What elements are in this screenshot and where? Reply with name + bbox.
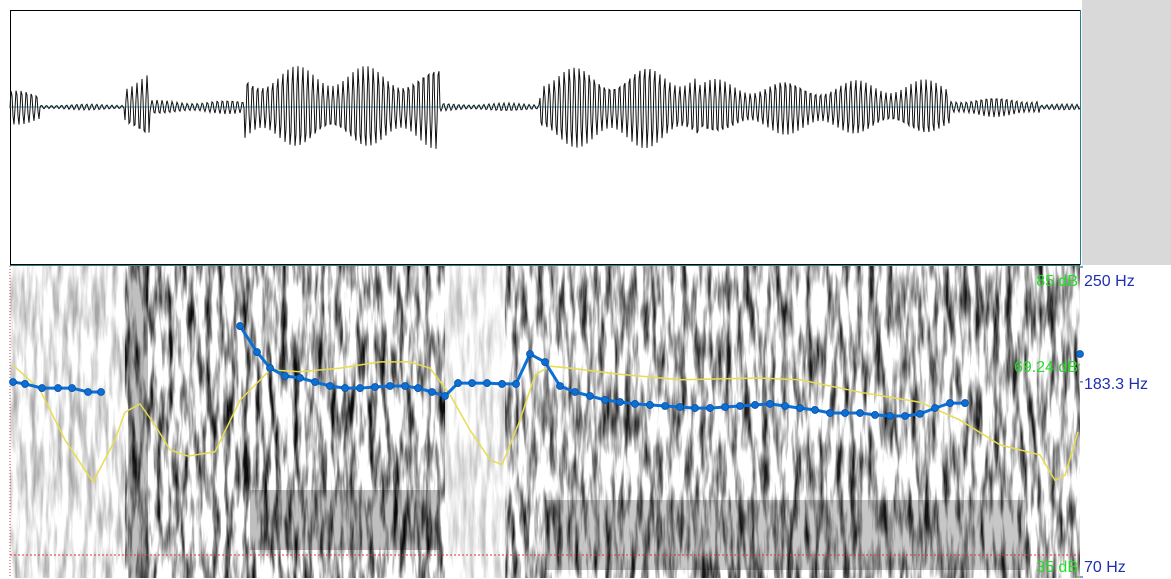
pitch-point <box>886 412 894 420</box>
pitch-point <box>428 388 436 396</box>
pitch-point <box>401 382 409 390</box>
spectrogram-texture <box>505 266 1080 578</box>
pitch-point <box>281 372 289 380</box>
pitch-point <box>483 379 491 387</box>
pitch-point <box>676 403 684 411</box>
pitch-point <box>661 402 669 410</box>
pitch-point <box>236 322 244 330</box>
pitch-point <box>512 380 520 388</box>
pitch-point <box>826 409 834 417</box>
pitch-point <box>9 378 17 386</box>
pitch-point <box>616 398 624 406</box>
pitch-point <box>21 380 29 388</box>
pitch-point <box>901 412 909 420</box>
y-tick-label: 183.3 Hz <box>1084 376 1148 393</box>
pitch-point <box>253 348 261 356</box>
pitch-point <box>766 400 774 408</box>
pitch-point <box>931 404 939 412</box>
pitch-point <box>586 392 594 400</box>
waveform <box>9 66 1081 149</box>
formant-band <box>250 490 440 550</box>
pitch-point <box>556 382 564 390</box>
pitch-point <box>97 388 105 396</box>
pitch-point <box>311 378 319 386</box>
pitch-point <box>356 384 364 392</box>
pitch-point <box>371 383 379 391</box>
pitch-point <box>631 400 639 408</box>
pitch-point <box>796 404 804 412</box>
pitch-point <box>498 380 506 388</box>
pitch-point <box>386 382 394 390</box>
pitch-point <box>54 384 62 392</box>
pitch-point <box>541 358 549 366</box>
y2-tick-label: 35 dB <box>1036 559 1078 576</box>
pitch-point <box>454 379 462 387</box>
spectrogram <box>10 266 1080 578</box>
pitch-point <box>871 411 879 419</box>
pitch-point <box>571 388 579 396</box>
formant-band <box>545 500 1025 570</box>
intensity-line <box>12 361 1079 484</box>
y2-tick-label: 85 dB <box>1036 273 1078 290</box>
pitch-point <box>841 409 849 417</box>
pitch-point <box>326 382 334 390</box>
pitch-point <box>916 410 924 418</box>
spectrogram-texture <box>445 266 505 578</box>
pitch-point <box>468 379 476 387</box>
pitch-point <box>781 402 789 410</box>
pitch-point <box>646 401 654 409</box>
pitch-point <box>856 409 864 417</box>
pitch-point <box>266 364 274 372</box>
pitch-point <box>84 388 92 396</box>
pitch-point <box>706 404 714 412</box>
pitch-point <box>601 396 609 404</box>
pitch-point <box>946 399 954 407</box>
side-panel <box>1082 0 1171 265</box>
pitch-point <box>526 350 534 358</box>
y2-tick-label: 69.24 dB <box>1014 359 1078 376</box>
spectrogram-texture <box>125 266 445 578</box>
pitch-point <box>961 399 969 407</box>
pitch-point <box>441 392 449 400</box>
y-tick-label: 250 Hz <box>1084 273 1135 290</box>
pitch-point <box>811 406 819 414</box>
spectrogram-texture <box>10 266 125 578</box>
plot-layer: 70 Hz 183.3 Hz 250 Hz 35 dB 69.24 dB 85 dB <box>9 266 1148 578</box>
pitch-point <box>414 384 422 392</box>
burst <box>128 266 148 578</box>
pitch-point <box>341 384 349 392</box>
pitch-point <box>736 402 744 410</box>
pitch-point <box>721 403 729 411</box>
pitch-point <box>751 401 759 409</box>
pitch-point <box>38 384 46 392</box>
pitch-point <box>691 404 699 412</box>
y-tick-label: 70 Hz <box>1084 559 1126 576</box>
waveform-panel <box>10 10 1081 265</box>
pitch-point <box>1076 350 1084 358</box>
pitch-point <box>68 384 76 392</box>
pitch-point <box>296 374 304 382</box>
